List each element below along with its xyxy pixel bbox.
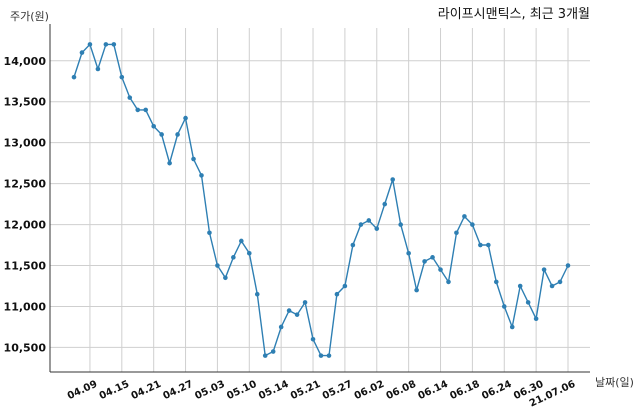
x-tick-label: 05.21 — [289, 379, 322, 402]
y-tick-label: 11,000 — [4, 300, 47, 313]
data-point — [151, 123, 156, 129]
y-tick-label: 12,500 — [4, 178, 47, 191]
data-point — [462, 214, 467, 219]
y-tick-label: 13,500 — [4, 96, 47, 109]
x-tick-label: 05.27 — [321, 379, 354, 402]
data-point — [549, 283, 555, 289]
data-point — [509, 324, 515, 330]
x-tick-label: 05.10 — [225, 379, 258, 402]
x-tick-label: 05.14 — [257, 379, 290, 402]
axis-layer — [49, 24, 590, 373]
data-point — [374, 226, 380, 231]
data-point — [398, 222, 403, 227]
data-point — [342, 283, 348, 289]
data-point — [533, 316, 539, 322]
x-tick-label: 04.27 — [161, 379, 194, 402]
data-point — [326, 353, 332, 358]
x-tick-label: 06.08 — [385, 379, 418, 402]
x-tick-label: 04.15 — [98, 379, 131, 402]
data-point — [422, 259, 427, 264]
data-point — [199, 173, 204, 178]
data-point — [478, 242, 483, 248]
x-tick-label: 06.24 — [480, 379, 513, 402]
data-point — [127, 95, 133, 100]
data-point — [358, 222, 364, 227]
data-point — [525, 300, 531, 305]
data-point — [350, 242, 356, 248]
data-point — [207, 230, 212, 236]
data-point — [486, 242, 491, 248]
data-point — [135, 107, 141, 113]
data-point — [366, 218, 372, 223]
data-point — [454, 230, 459, 236]
data-point — [286, 308, 292, 313]
data-point — [95, 66, 101, 72]
x-tick-label: 06.02 — [353, 379, 386, 402]
data-point — [470, 222, 475, 227]
data-point — [167, 160, 172, 166]
x-tick-label: 05.03 — [193, 379, 226, 402]
x-tick-label: 04.09 — [66, 379, 99, 402]
data-point — [119, 74, 125, 80]
data-point — [565, 263, 571, 268]
data-point — [111, 42, 117, 47]
data-point — [430, 255, 435, 260]
data-point — [103, 42, 109, 47]
data-point — [79, 50, 85, 55]
chart-title: 라이프시맨틱스, 최근 3개월 — [438, 7, 590, 22]
data-point — [446, 279, 451, 285]
data-point — [501, 304, 507, 309]
data-point — [262, 353, 268, 358]
y-axis-label: 주가(원) — [10, 10, 49, 23]
y-tick-label: 11,500 — [4, 260, 47, 273]
y-tick-label: 13,000 — [4, 137, 47, 150]
data-point — [438, 267, 443, 272]
data-point — [318, 353, 324, 358]
y-tick-label: 12,000 — [4, 219, 47, 232]
data-point — [517, 283, 523, 289]
data-point — [191, 156, 196, 162]
data-point — [294, 312, 300, 317]
data-point — [175, 132, 180, 137]
data-point — [270, 349, 276, 354]
data-point — [302, 300, 308, 305]
data-point — [239, 238, 244, 244]
data-point — [414, 287, 419, 293]
data-point — [143, 107, 149, 113]
data-point — [382, 201, 388, 207]
data-point — [215, 263, 220, 268]
y-tick-label: 14,000 — [4, 55, 47, 68]
data-point — [246, 250, 252, 256]
x-tick-label: 04.21 — [130, 379, 163, 402]
x-tick-label: 06.14 — [416, 379, 449, 402]
series-layer — [71, 42, 571, 358]
data-point — [557, 279, 563, 285]
data-point — [310, 336, 316, 342]
y-tick-label: 10,500 — [4, 341, 47, 354]
data-point — [159, 132, 164, 137]
data-point — [541, 267, 547, 272]
data-point — [278, 324, 284, 330]
data-point — [183, 115, 188, 121]
data-point — [223, 275, 228, 281]
data-point — [254, 291, 260, 297]
data-point — [231, 255, 236, 260]
data-point — [87, 42, 93, 47]
data-point — [390, 177, 396, 182]
series-line — [73, 43, 569, 357]
data-point — [493, 279, 499, 285]
data-point — [71, 74, 77, 80]
x-tick-label: 06.18 — [448, 379, 481, 402]
data-point — [406, 250, 411, 256]
data-point — [334, 291, 340, 297]
x-axis-label: 날짜(일) — [595, 375, 634, 389]
